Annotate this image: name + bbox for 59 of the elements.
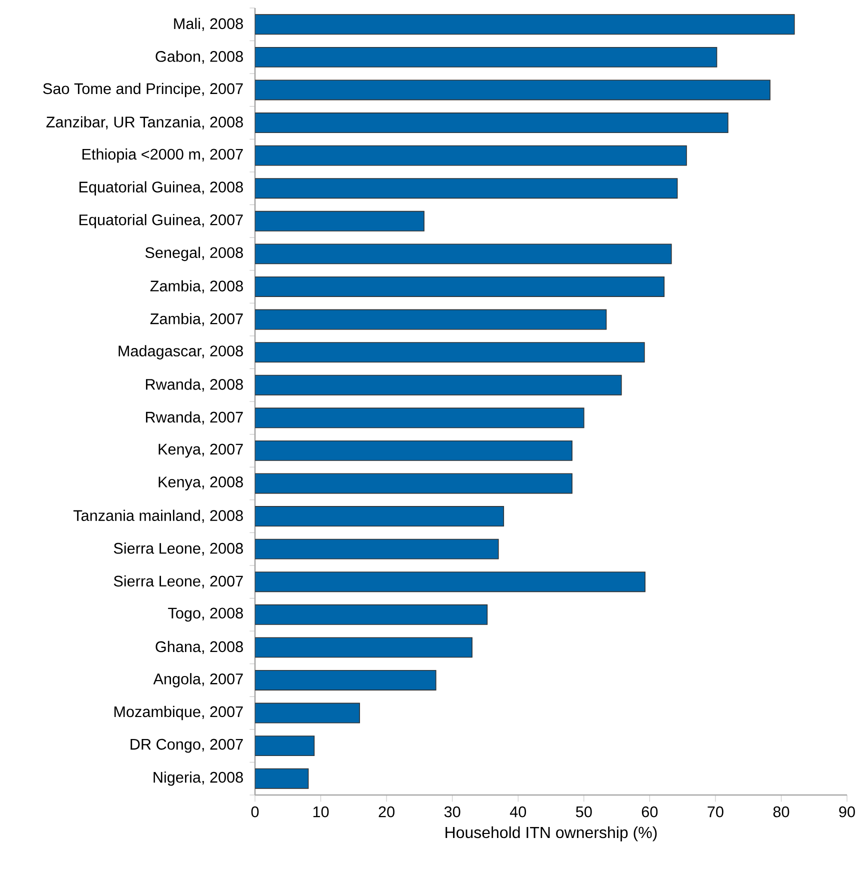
y-tick-label: Rwanda, 2007 [146,411,243,424]
y-tick-label: Kenya, 2008 [158,476,243,490]
x-tick-label: 80 [773,806,790,818]
x-tick-label: 0 [251,806,259,818]
x-tick-label: 10 [313,806,329,818]
y-tick-label: Equatorial Guinea, 2007 [79,214,243,228]
bar [255,604,488,625]
y-tick-label: Rwanda, 2008 [146,378,243,392]
x-axis-title: Household ITN ownership (%) [446,826,657,842]
bar [255,178,678,199]
bar [255,244,672,264]
bar [255,342,645,363]
bar [255,670,436,690]
bar [255,736,315,756]
bar [255,210,424,232]
bar [255,538,499,560]
bar [255,80,770,100]
bar [255,506,504,527]
y-tick-label: Nigeria, 2008 [154,771,243,786]
bar [255,46,718,68]
x-tick-label: 20 [378,806,394,818]
y-tick-label: Ghana, 2008 [156,640,243,654]
y-tick-label: Zambia, 2007 [150,312,243,326]
bar [255,768,309,789]
x-tick-label: 70 [708,806,724,818]
bar [255,702,360,724]
y-tick-label: Sierra Leone, 2007 [114,575,243,588]
y-tick-label: Zambia, 2008 [150,280,243,294]
x-tick-label: 30 [444,806,460,818]
bar [255,14,795,35]
bar [255,408,584,428]
y-tick-label: Senegal, 2008 [145,246,243,262]
x-tick-label: 90 [839,806,855,818]
bar [255,572,646,592]
y-tick-label: Sierra Leone, 2008 [114,542,243,556]
y-tick-label: Angola, 2007 [153,673,243,688]
bar [255,440,572,461]
x-tick-label: 40 [510,806,526,818]
y-tick-label: Ethiopia <2000 m, 2007 [82,148,243,163]
y-tick-label: Togo, 2008 [168,608,243,622]
bar [255,637,472,658]
x-tick-label: 60 [642,806,658,818]
y-tick-label: Sao Tome and Principe, 2007 [43,82,243,98]
bar [255,276,665,297]
y-tick-label: Gabon, 2008 [156,50,243,64]
y-tick-label: Mozambique, 2007 [114,706,243,720]
bar [255,309,607,330]
bar [255,374,622,396]
y-tick-label: Tanzania mainland, 2008 [73,510,243,523]
x-tick-label: 50 [576,806,592,818]
bar [255,145,687,166]
y-tick-label: Mali, 2008 [174,18,243,31]
bar [255,112,728,134]
y-tick-label: DR Congo, 2007 [130,738,243,753]
y-tick-label: Kenya, 2007 [158,444,243,458]
bar [255,473,572,494]
y-tick-label: Equatorial Guinea, 2008 [79,181,243,196]
y-tick-label: Madagascar, 2008 [118,345,243,360]
y-tick-label: Zanzibar, UR Tanzania, 2008 [46,116,243,130]
